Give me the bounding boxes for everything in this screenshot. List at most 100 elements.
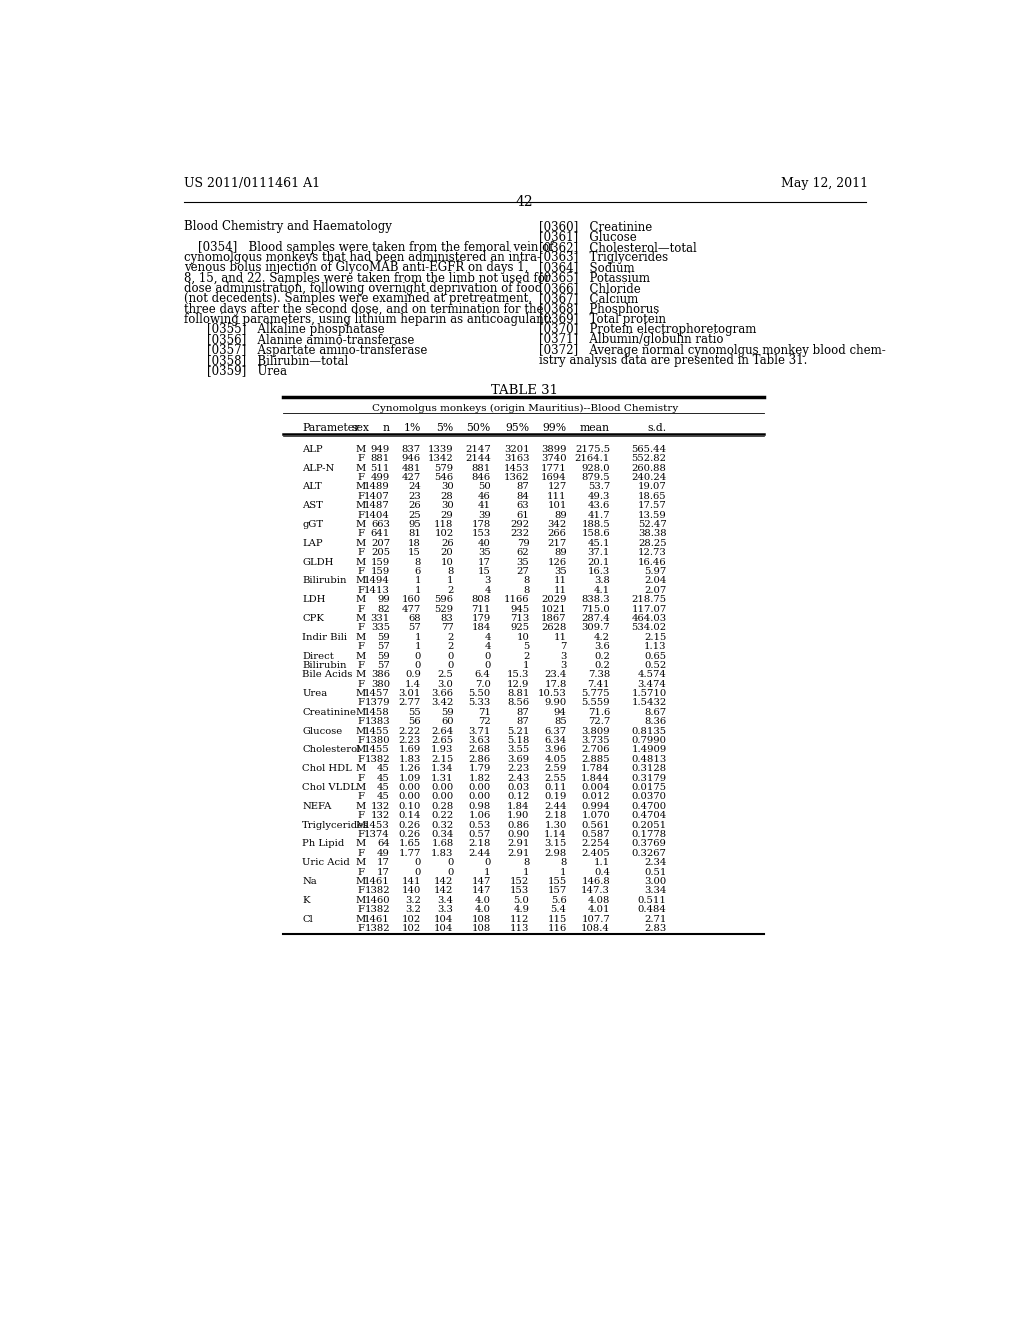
Text: 2.83: 2.83	[644, 924, 667, 933]
Text: 11: 11	[554, 586, 566, 595]
Text: May 12, 2011: May 12, 2011	[781, 177, 868, 190]
Text: 71: 71	[478, 708, 490, 717]
Text: US 2011/0111461 A1: US 2011/0111461 A1	[183, 177, 319, 190]
Text: 0.3179: 0.3179	[632, 774, 667, 783]
Text: 8.36: 8.36	[644, 717, 667, 726]
Text: 2.64: 2.64	[431, 726, 454, 735]
Text: 2.91: 2.91	[507, 849, 529, 858]
Text: 178: 178	[471, 520, 490, 529]
Text: 104: 104	[434, 924, 454, 933]
Text: 1.4: 1.4	[404, 680, 421, 689]
Text: F: F	[357, 548, 364, 557]
Text: F: F	[357, 924, 364, 933]
Text: Triglycerides: Triglycerides	[302, 821, 370, 829]
Text: 0.8135: 0.8135	[632, 726, 667, 735]
Text: 79: 79	[517, 539, 529, 548]
Text: 2.706: 2.706	[582, 746, 610, 755]
Text: 45: 45	[377, 783, 390, 792]
Text: Bilirubin: Bilirubin	[302, 577, 347, 585]
Text: 0.0370: 0.0370	[632, 792, 667, 801]
Text: 0.19: 0.19	[545, 792, 566, 801]
Text: M: M	[355, 858, 366, 867]
Text: 1.070: 1.070	[582, 812, 610, 820]
Text: 107.7: 107.7	[582, 915, 610, 924]
Text: Uric Acid: Uric Acid	[302, 858, 350, 867]
Text: 89: 89	[554, 548, 566, 557]
Text: 160: 160	[401, 595, 421, 605]
Text: 1: 1	[523, 661, 529, 671]
Text: 43.6: 43.6	[588, 502, 610, 511]
Text: 7.0: 7.0	[475, 680, 490, 689]
Text: 102: 102	[401, 915, 421, 924]
Text: 641: 641	[371, 529, 390, 539]
Text: 1.1: 1.1	[594, 858, 610, 867]
Text: 1: 1	[484, 867, 490, 876]
Text: 1413: 1413	[365, 586, 390, 595]
Text: 2: 2	[523, 652, 529, 660]
Text: 3: 3	[560, 661, 566, 671]
Text: 1362: 1362	[504, 473, 529, 482]
Text: 2.885: 2.885	[582, 755, 610, 764]
Text: 3.4: 3.4	[437, 896, 454, 904]
Text: 0.00: 0.00	[398, 792, 421, 801]
Text: 879.5: 879.5	[582, 473, 610, 482]
Text: 6.37: 6.37	[545, 726, 566, 735]
Text: 8: 8	[415, 557, 421, 566]
Text: 7.38: 7.38	[588, 671, 610, 680]
Text: 2: 2	[447, 642, 454, 651]
Text: 1342: 1342	[428, 454, 454, 463]
Text: 0.26: 0.26	[398, 830, 421, 840]
Text: 45: 45	[377, 792, 390, 801]
Text: 0.7990: 0.7990	[632, 737, 667, 744]
Text: 16.3: 16.3	[588, 568, 610, 576]
Text: 881: 881	[371, 454, 390, 463]
Text: 42: 42	[516, 195, 534, 210]
Text: 1379: 1379	[365, 698, 390, 708]
Text: 153: 153	[510, 886, 529, 895]
Text: 0.11: 0.11	[544, 783, 566, 792]
Text: 0.4813: 0.4813	[632, 755, 667, 764]
Text: [0354]   Blood samples were taken from the femoral vein of: [0354] Blood samples were taken from the…	[198, 240, 553, 253]
Text: 1380: 1380	[365, 737, 390, 744]
Text: [0358]   Bilirubin—total: [0358] Bilirubin—total	[207, 354, 348, 367]
Text: 0.00: 0.00	[468, 783, 490, 792]
Text: 15: 15	[409, 548, 421, 557]
Text: 2.44: 2.44	[544, 801, 566, 810]
Text: 232: 232	[510, 529, 529, 539]
Text: 3.2: 3.2	[406, 906, 421, 915]
Text: 41.7: 41.7	[588, 511, 610, 520]
Text: M: M	[355, 801, 366, 810]
Text: 499: 499	[371, 473, 390, 482]
Text: 546: 546	[434, 473, 454, 482]
Text: 8: 8	[447, 568, 454, 576]
Text: 3.34: 3.34	[644, 886, 667, 895]
Text: 115: 115	[547, 915, 566, 924]
Text: 8: 8	[560, 858, 566, 867]
Text: 3.2: 3.2	[406, 896, 421, 904]
Text: 5.50: 5.50	[468, 689, 490, 698]
Text: K: K	[302, 896, 310, 904]
Text: 0.86: 0.86	[507, 821, 529, 829]
Text: 2144: 2144	[465, 454, 490, 463]
Text: [0355]   Alkaline phosphatase: [0355] Alkaline phosphatase	[207, 323, 385, 337]
Text: 1: 1	[415, 577, 421, 585]
Text: 1: 1	[415, 642, 421, 651]
Text: 3.8: 3.8	[594, 577, 610, 585]
Text: 292: 292	[510, 520, 529, 529]
Text: F: F	[357, 680, 364, 689]
Text: 0: 0	[484, 652, 490, 660]
Text: 3.71: 3.71	[468, 726, 490, 735]
Text: 5.21: 5.21	[507, 726, 529, 735]
Text: 596: 596	[434, 595, 454, 605]
Text: 13.59: 13.59	[638, 511, 667, 520]
Text: 132: 132	[371, 801, 390, 810]
Text: 8.56: 8.56	[507, 698, 529, 708]
Text: 59: 59	[377, 652, 390, 660]
Text: 0.511: 0.511	[638, 896, 667, 904]
Text: 2.98: 2.98	[545, 849, 566, 858]
Text: M: M	[355, 445, 366, 454]
Text: Chol VLDL: Chol VLDL	[302, 783, 357, 792]
Text: 9.90: 9.90	[545, 698, 566, 708]
Text: 0.03: 0.03	[507, 783, 529, 792]
Text: 26: 26	[409, 502, 421, 511]
